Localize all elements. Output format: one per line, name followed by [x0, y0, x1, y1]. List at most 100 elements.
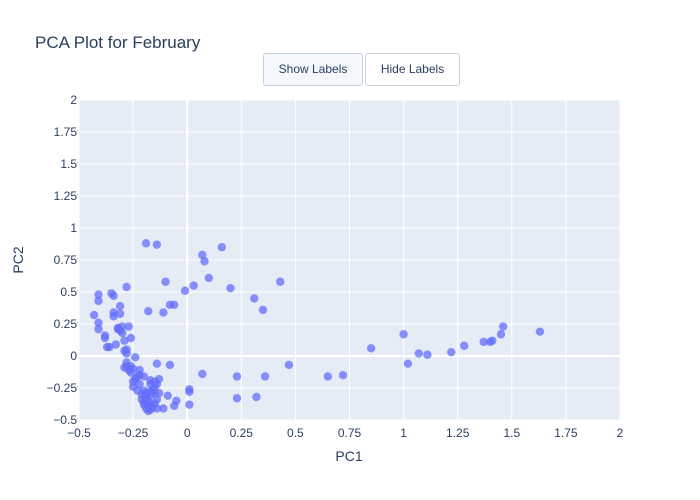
data-point[interactable]	[185, 385, 194, 394]
data-point[interactable]	[198, 250, 207, 260]
data-point[interactable]	[189, 281, 198, 290]
data-point[interactable]	[366, 344, 376, 353]
y-axis-title: PC2	[10, 246, 26, 273]
data-point[interactable]	[120, 336, 129, 345]
data-point[interactable]	[498, 322, 508, 331]
y-tick-label: 1.75	[54, 125, 78, 139]
y-axis-ticks: −0.5 −0.25 0 0.25 0.5 0.75 1 1.25 1.5 1.75 2	[47, 93, 78, 427]
x-axis-ticks: −0.5 −0.25 0 0.25 0.5 0.75 1 1.25 1.5 1.75 2	[67, 426, 624, 440]
grid-lines	[78, 99, 621, 421]
data-point[interactable]	[403, 359, 413, 368]
data-point[interactable]	[118, 328, 127, 338]
data-point[interactable]	[154, 374, 164, 384]
data-point[interactable]	[94, 296, 103, 306]
data-point[interactable]	[338, 371, 348, 380]
data-point[interactable]	[161, 277, 170, 286]
data-point[interactable]	[94, 290, 103, 299]
data-point[interactable]	[459, 341, 469, 350]
data-point[interactable]	[323, 372, 333, 381]
data-point[interactable]	[170, 300, 179, 309]
data-point[interactable]	[535, 327, 545, 336]
y-tick-label: 0	[70, 349, 77, 363]
data-point[interactable]	[111, 340, 120, 349]
x-tick-label: 1.25	[446, 426, 470, 440]
data-points	[89, 239, 545, 416]
y-tick-label: 1.25	[54, 189, 78, 203]
data-point[interactable]	[414, 349, 423, 358]
x-tick-label: 1.75	[554, 426, 578, 440]
data-point[interactable]	[109, 312, 118, 321]
data-point[interactable]	[276, 277, 285, 286]
data-point[interactable]	[232, 394, 242, 403]
data-point[interactable]	[141, 239, 151, 248]
x-tick-label: 1	[400, 426, 407, 440]
data-point[interactable]	[172, 396, 181, 405]
data-point[interactable]	[89, 310, 99, 320]
data-point[interactable]	[165, 360, 175, 370]
data-point[interactable]	[152, 240, 162, 249]
chart-title: PCA Plot for February	[35, 33, 201, 52]
data-point[interactable]	[131, 353, 140, 362]
data-point[interactable]	[152, 359, 162, 368]
data-point[interactable]	[258, 305, 268, 315]
data-point[interactable]	[217, 243, 227, 252]
x-tick-label: 0.5	[287, 426, 304, 440]
data-point[interactable]	[128, 364, 138, 373]
data-point[interactable]	[447, 347, 456, 357]
x-tick-label: −0.5	[67, 426, 91, 440]
data-point[interactable]	[122, 349, 131, 358]
x-tick-label: 0.25	[230, 426, 254, 440]
data-point[interactable]	[135, 379, 144, 389]
data-point[interactable]	[250, 294, 259, 303]
data-point[interactable]	[198, 369, 207, 379]
data-point[interactable]	[204, 273, 214, 283]
data-point[interactable]	[252, 392, 261, 402]
data-point[interactable]	[109, 291, 118, 301]
data-point[interactable]	[152, 404, 162, 413]
data-point[interactable]	[115, 309, 125, 318]
data-point[interactable]	[159, 308, 168, 317]
data-point[interactable]	[496, 330, 506, 339]
data-point[interactable]	[139, 372, 149, 381]
data-point[interactable]	[118, 322, 127, 331]
data-point[interactable]	[185, 400, 194, 409]
data-point[interactable]	[163, 391, 172, 400]
data-point[interactable]	[479, 337, 488, 347]
y-tick-label: 0.75	[54, 253, 78, 267]
y-tick-label: −0.5	[53, 413, 77, 427]
data-point[interactable]	[423, 350, 432, 359]
data-point[interactable]	[115, 301, 125, 311]
data-point[interactable]	[100, 333, 110, 343]
data-point[interactable]	[232, 372, 242, 381]
y-tick-label: 0.5	[60, 285, 77, 299]
data-point[interactable]	[105, 342, 114, 352]
data-point[interactable]	[200, 257, 209, 266]
data-point[interactable]	[154, 388, 164, 398]
show-labels-button[interactable]: Show Labels	[263, 53, 363, 86]
data-point[interactable]	[144, 307, 153, 316]
y-tick-label: 2	[70, 93, 77, 107]
data-point[interactable]	[94, 318, 103, 327]
data-point[interactable]	[226, 283, 235, 293]
data-point[interactable]	[260, 372, 270, 381]
data-point[interactable]	[159, 404, 168, 413]
y-tick-label: 1	[70, 221, 77, 235]
data-point[interactable]	[124, 322, 133, 331]
data-point[interactable]	[399, 330, 408, 339]
data-point[interactable]	[126, 333, 136, 343]
y-tick-label: 0.25	[54, 317, 78, 331]
data-point[interactable]	[488, 336, 497, 345]
x-tick-label: 0.75	[338, 426, 362, 440]
y-tick-label: −0.25	[47, 381, 78, 395]
data-point[interactable]	[284, 360, 294, 370]
x-tick-label: 1.5	[503, 426, 520, 440]
data-point[interactable]	[94, 324, 103, 334]
zero-lines	[79, 100, 620, 420]
y-tick-label: 1.5	[60, 157, 77, 171]
data-point[interactable]	[180, 286, 190, 295]
hide-labels-button[interactable]: Hide Labels	[365, 53, 460, 86]
data-point[interactable]	[152, 395, 162, 404]
data-point[interactable]	[122, 282, 131, 292]
x-tick-label: 0	[184, 426, 191, 440]
